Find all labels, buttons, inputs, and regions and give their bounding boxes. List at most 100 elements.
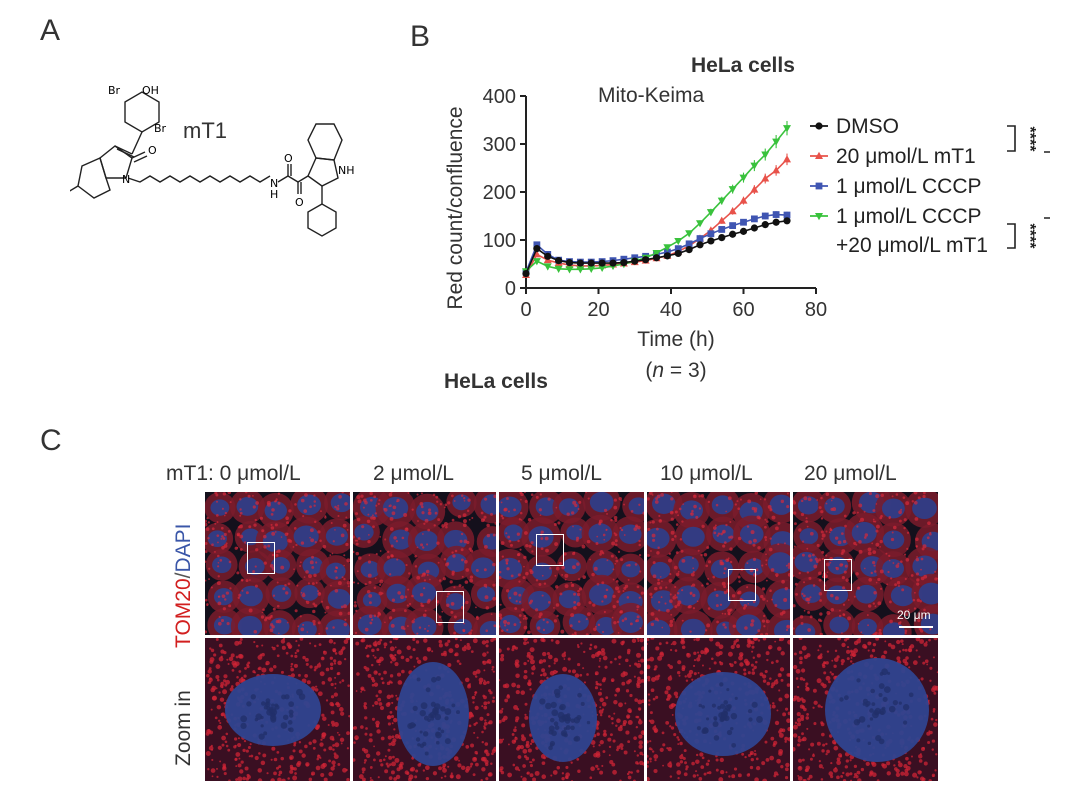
mito-dot bbox=[787, 711, 790, 716]
chromatin-dot bbox=[878, 683, 885, 689]
x-tick-label: 0 bbox=[520, 299, 531, 321]
mito-dot bbox=[357, 556, 362, 560]
mito-dot bbox=[732, 624, 736, 628]
mito-dot bbox=[577, 589, 580, 593]
mito-dot bbox=[653, 754, 659, 759]
chromatin-dot bbox=[856, 678, 861, 683]
data-point bbox=[728, 186, 737, 194]
mito-dot bbox=[369, 766, 373, 769]
mito-dot bbox=[708, 667, 711, 670]
mito-dot bbox=[755, 757, 759, 761]
mito-dot bbox=[563, 651, 567, 654]
mito-dot bbox=[715, 593, 719, 597]
mito-dot bbox=[765, 563, 768, 566]
mito-dot bbox=[245, 777, 250, 781]
data-point bbox=[750, 162, 759, 170]
mito-dot bbox=[778, 751, 783, 756]
mito-dot bbox=[601, 764, 604, 767]
mito-dot bbox=[570, 511, 575, 515]
mito-dot bbox=[707, 500, 711, 504]
mito-dot bbox=[345, 516, 348, 519]
mito-dot bbox=[604, 665, 608, 669]
mito-dot bbox=[247, 494, 251, 498]
mito-dot bbox=[853, 764, 858, 769]
mito-dot bbox=[297, 625, 300, 628]
mito-dot bbox=[334, 676, 337, 679]
mito-dot bbox=[261, 611, 264, 614]
mito-dot bbox=[225, 679, 230, 685]
mito-dot bbox=[598, 521, 601, 524]
mito-dot bbox=[606, 559, 609, 562]
mito-dot bbox=[429, 578, 431, 581]
mito-dot bbox=[233, 745, 237, 749]
mito-dot bbox=[872, 633, 877, 635]
mito-dot bbox=[701, 584, 704, 587]
mito-dot bbox=[771, 515, 776, 520]
mito-dot bbox=[410, 766, 416, 772]
cell-nucleus bbox=[680, 618, 706, 635]
mito-dot bbox=[313, 668, 317, 672]
mito-dot bbox=[482, 652, 487, 657]
data-point bbox=[707, 230, 715, 238]
mito-dot bbox=[671, 537, 675, 542]
mito-dot bbox=[237, 776, 243, 781]
series-circle bbox=[522, 217, 791, 278]
mito-dot bbox=[701, 756, 705, 760]
mito-dot bbox=[734, 670, 738, 674]
mito-dot bbox=[677, 514, 680, 517]
mito-dot bbox=[336, 703, 341, 708]
mito-dot bbox=[747, 499, 752, 504]
mito-dot bbox=[271, 646, 274, 649]
mito-dot bbox=[302, 655, 306, 660]
mito-dot bbox=[763, 614, 766, 618]
mito-dot bbox=[627, 563, 631, 567]
mito-dot bbox=[319, 539, 322, 543]
chromatin-dot bbox=[892, 700, 899, 706]
mito-dot bbox=[729, 520, 732, 523]
mito-dot bbox=[555, 566, 560, 571]
mito-dot bbox=[863, 567, 866, 570]
mito-dot bbox=[835, 596, 839, 601]
mito-dot bbox=[365, 753, 371, 759]
mito-dot bbox=[208, 745, 214, 751]
mito-dot bbox=[665, 641, 669, 645]
mito-dot bbox=[336, 507, 340, 511]
mito-dot bbox=[623, 503, 626, 506]
mito-dot bbox=[483, 721, 488, 726]
mito-dot bbox=[538, 583, 542, 586]
mito-dot bbox=[875, 503, 878, 505]
mito-dot bbox=[514, 718, 519, 723]
chromatin-dot bbox=[260, 715, 264, 720]
mito-dot bbox=[628, 664, 632, 667]
mito-dot bbox=[520, 690, 526, 695]
mito-dot bbox=[896, 656, 901, 661]
mito-dot bbox=[736, 644, 741, 649]
mito-dot bbox=[309, 505, 312, 509]
mito-dot bbox=[619, 779, 622, 781]
mito-dot bbox=[343, 622, 348, 627]
mito-dot bbox=[499, 679, 501, 682]
mito-dot bbox=[454, 549, 458, 553]
chromatin-dot bbox=[419, 709, 426, 717]
mito-dot bbox=[891, 495, 894, 498]
mito-dot bbox=[847, 616, 852, 621]
mito-dot bbox=[798, 758, 803, 763]
mito-dot bbox=[754, 749, 757, 752]
cell-nucleus bbox=[558, 590, 580, 609]
mito-dot bbox=[358, 774, 364, 779]
mito-dot bbox=[723, 567, 727, 571]
mito-dot bbox=[330, 720, 335, 725]
mito-dot bbox=[377, 776, 380, 779]
chromatin-dot bbox=[708, 689, 712, 693]
mito-dot bbox=[336, 731, 339, 734]
mito-dot bbox=[472, 773, 476, 777]
mito-dot bbox=[299, 638, 304, 641]
chromatin-dot bbox=[727, 708, 731, 712]
mito-dot bbox=[636, 525, 641, 530]
mito-dot bbox=[863, 645, 868, 649]
mito-dot bbox=[785, 762, 790, 768]
mito-dot bbox=[273, 757, 278, 762]
mito-dot bbox=[932, 707, 936, 711]
mito-dot bbox=[746, 643, 751, 648]
mito-dot bbox=[217, 575, 220, 578]
